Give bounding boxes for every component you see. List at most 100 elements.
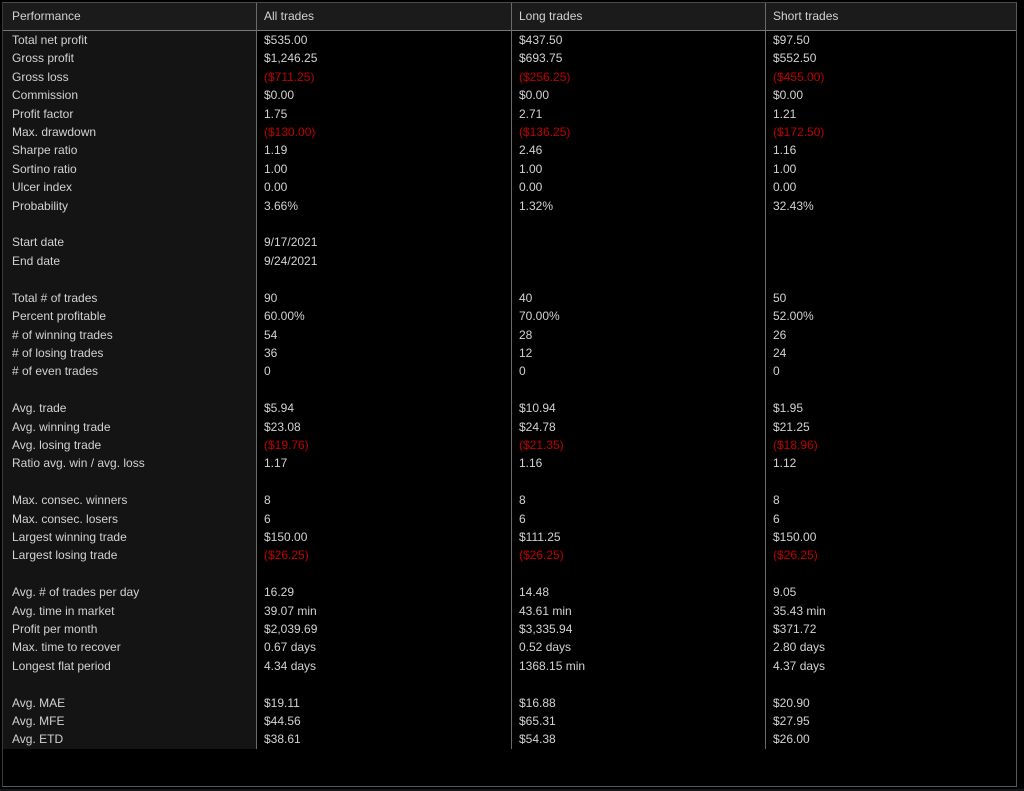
value-long-trades xyxy=(511,215,765,234)
row-label: # of losing trades xyxy=(3,343,256,363)
value-short-trades: 24 xyxy=(765,343,1016,363)
value-long-trades: 1368.15 min xyxy=(511,656,765,676)
value-all-trades: 1.00 xyxy=(256,159,511,179)
value-short-trades: ($26.25) xyxy=(765,546,1016,565)
value-all-trades: 9/24/2021 xyxy=(256,251,511,271)
table-header-row: Performance All trades Long trades Short… xyxy=(3,3,1016,31)
table-row: Ulcer index 0.00 0.00 0.00 xyxy=(3,178,1016,197)
value-long-trades xyxy=(511,251,765,271)
value-long-trades: 28 xyxy=(511,325,765,344)
spacer-row xyxy=(3,380,1016,400)
table-row: Ratio avg. win / avg. loss 1.17 1.16 1.1… xyxy=(3,454,1016,473)
value-short-trades xyxy=(765,380,1016,400)
value-short-trades: 9.05 xyxy=(765,583,1016,602)
row-label xyxy=(3,675,256,694)
value-all-trades: $38.61 xyxy=(256,730,511,749)
value-short-trades xyxy=(765,472,1016,492)
value-long-trades: $16.88 xyxy=(511,693,765,713)
value-long-trades: 8 xyxy=(511,491,765,510)
value-long-trades: ($256.25) xyxy=(511,67,765,87)
spacer-row xyxy=(3,270,1016,289)
value-long-trades: ($136.25) xyxy=(511,123,765,142)
table-row: Avg. trade $5.94 $10.94 $1.95 xyxy=(3,399,1016,418)
header-cell-long-trades: Long trades xyxy=(511,3,765,31)
value-all-trades xyxy=(256,270,511,289)
value-long-trades: ($21.35) xyxy=(511,435,765,455)
value-short-trades: $552.50 xyxy=(765,49,1016,68)
value-short-trades xyxy=(765,675,1016,694)
value-long-trades: 1.16 xyxy=(511,454,765,473)
spacer-row xyxy=(3,215,1016,234)
row-label: Avg. # of trades per day xyxy=(3,583,256,602)
value-long-trades: 40 xyxy=(511,288,765,308)
value-all-trades: 60.00% xyxy=(256,307,511,326)
value-all-trades: $0.00 xyxy=(256,86,511,105)
row-label: Largest losing trade xyxy=(3,546,256,565)
table-row: Avg. # of trades per day 16.29 14.48 9.0… xyxy=(3,583,1016,602)
row-label: Profit per month xyxy=(3,620,256,639)
table-row: Max. consec. losers 6 6 6 xyxy=(3,509,1016,528)
value-long-trades: 6 xyxy=(511,509,765,528)
value-long-trades: $437.50 xyxy=(511,31,765,50)
table-row: Max. time to recover 0.67 days 0.52 days… xyxy=(3,638,1016,657)
value-short-trades: ($18.96) xyxy=(765,435,1016,455)
value-long-trades: 14.48 xyxy=(511,583,765,602)
value-short-trades: $26.00 xyxy=(765,730,1016,749)
value-long-trades xyxy=(511,233,765,252)
row-label xyxy=(3,215,256,234)
row-label xyxy=(3,564,256,584)
table-row: Profit per month $2,039.69 $3,335.94 $37… xyxy=(3,620,1016,639)
window-bottom-edge xyxy=(0,789,1024,791)
value-long-trades: $111.25 xyxy=(511,527,765,547)
value-all-trades: 0 xyxy=(256,362,511,381)
table-row: Max. drawdown ($130.00) ($136.25) ($172.… xyxy=(3,123,1016,142)
value-all-trades xyxy=(256,215,511,234)
row-label: Start date xyxy=(3,233,256,252)
value-short-trades: $21.25 xyxy=(765,417,1016,436)
value-long-trades xyxy=(511,472,765,492)
row-label: Max. consec. winners xyxy=(3,491,256,510)
table-row: Largest losing trade ($26.25) ($26.25) (… xyxy=(3,546,1016,565)
row-label: Gross profit xyxy=(3,49,256,68)
value-all-trades: $150.00 xyxy=(256,527,511,547)
spacer-row xyxy=(3,564,1016,584)
value-short-trades: $20.90 xyxy=(765,693,1016,713)
row-label: Total # of trades xyxy=(3,288,256,308)
value-all-trades: ($26.25) xyxy=(256,546,511,565)
row-label: End date xyxy=(3,251,256,271)
value-long-trades: 2.46 xyxy=(511,141,765,160)
row-label: Max. consec. losers xyxy=(3,509,256,528)
row-label: Gross loss xyxy=(3,67,256,87)
value-short-trades: 0 xyxy=(765,362,1016,381)
value-all-trades: 9/17/2021 xyxy=(256,233,511,252)
row-label: Avg. ETD xyxy=(3,730,256,749)
value-all-trades: 3.66% xyxy=(256,196,511,216)
value-long-trades xyxy=(511,270,765,289)
value-long-trades: ($26.25) xyxy=(511,546,765,565)
value-long-trades: $65.31 xyxy=(511,712,765,731)
value-short-trades: 52.00% xyxy=(765,307,1016,326)
value-all-trades xyxy=(256,675,511,694)
value-all-trades: $23.08 xyxy=(256,417,511,436)
table-row: End date 9/24/2021 xyxy=(3,251,1016,271)
value-all-trades: $1,246.25 xyxy=(256,49,511,68)
value-short-trades: $1.95 xyxy=(765,399,1016,418)
value-all-trades: 39.07 min xyxy=(256,601,511,620)
table-row: Total net profit $535.00 $437.50 $97.50 xyxy=(3,31,1016,50)
table-row: Longest flat period 4.34 days 1368.15 mi… xyxy=(3,656,1016,676)
value-all-trades: 36 xyxy=(256,343,511,363)
row-label: Ratio avg. win / avg. loss xyxy=(3,454,256,473)
value-long-trades xyxy=(511,380,765,400)
row-label xyxy=(3,380,256,400)
value-short-trades: 1.16 xyxy=(765,141,1016,160)
table-row: Max. consec. winners 8 8 8 xyxy=(3,491,1016,510)
value-all-trades: 8 xyxy=(256,491,511,510)
value-all-trades: 6 xyxy=(256,509,511,528)
value-all-trades: 4.34 days xyxy=(256,656,511,676)
value-short-trades: 0.00 xyxy=(765,178,1016,197)
row-label: Sortino ratio xyxy=(3,159,256,179)
value-all-trades: 16.29 xyxy=(256,583,511,602)
value-long-trades: $3,335.94 xyxy=(511,620,765,639)
row-label: Avg. trade xyxy=(3,399,256,418)
